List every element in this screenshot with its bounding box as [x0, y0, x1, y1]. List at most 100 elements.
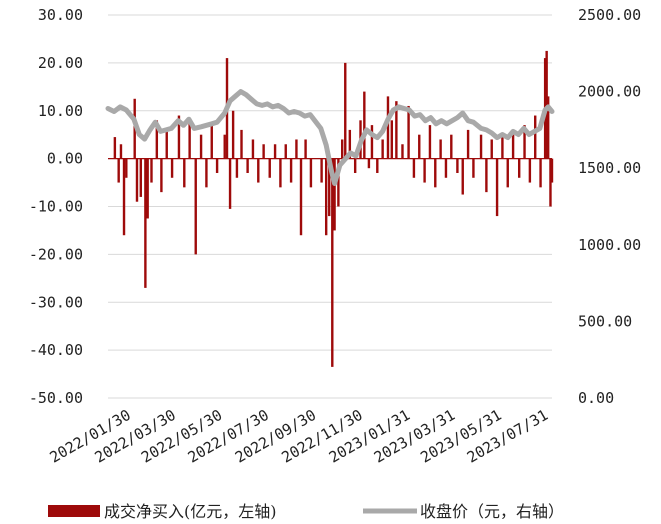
net-buy-bar — [284, 144, 287, 159]
net-buy-bar — [146, 158, 149, 219]
net-buy-bar — [165, 129, 168, 159]
net-buy-bar — [150, 158, 153, 183]
net-buy-bar — [390, 120, 393, 159]
legend-swatch-net-buy — [48, 505, 100, 517]
net-buy-bar — [534, 115, 537, 159]
net-buy-bar — [240, 129, 243, 159]
net-buy-bar — [328, 158, 331, 217]
net-buy-bar — [257, 158, 260, 183]
net-buy-bar — [320, 158, 323, 183]
net-buy-bar — [348, 129, 352, 159]
right-tick-label: 2000.00 — [578, 83, 641, 101]
net-buy-bar — [381, 139, 384, 159]
left-tick-label: 30.00 — [38, 6, 83, 24]
net-buy-bar — [299, 158, 303, 236]
net-buy-bar — [412, 158, 416, 178]
net-buy-bar — [386, 96, 390, 159]
net-buy-bar — [479, 134, 483, 159]
left-tick-label: 10.00 — [38, 102, 83, 120]
net-buy-bar — [428, 125, 432, 159]
net-buy-bar — [324, 158, 328, 236]
right-tick-label: 0.00 — [578, 389, 614, 407]
net-buy-bar — [122, 158, 126, 236]
close-price-line — [105, 89, 555, 186]
net-buy-bar — [304, 139, 307, 159]
net-buy-bar — [228, 158, 232, 209]
net-buy-bar — [418, 134, 421, 159]
net-buy-bar — [353, 158, 357, 173]
net-buy-bar — [210, 125, 213, 159]
net-buy-bar — [139, 158, 143, 197]
legend: 成交净买入(亿元，左轴) 收盘价（元，右轴） — [48, 502, 564, 521]
net-buy-bar — [367, 158, 371, 169]
net-buy-bar — [444, 158, 448, 178]
net-buy-bar — [309, 158, 313, 188]
net-buy-bar — [461, 158, 464, 195]
net-buy-bar — [517, 158, 521, 178]
net-buy-bar — [439, 139, 442, 159]
net-buy-bar — [268, 158, 271, 178]
right-axis-ticks: 2500.00 2000.00 1500.00 1000.00 500.00 0.00 — [578, 6, 641, 407]
net-buy-bar — [144, 158, 147, 288]
net-buy-bar — [231, 110, 235, 159]
net-buy-bar — [395, 101, 398, 159]
net-buy-bar — [523, 125, 526, 159]
left-tick-label: -50.00 — [29, 389, 83, 407]
right-tick-label: 2500.00 — [578, 6, 641, 24]
right-tick-label: 1000.00 — [578, 236, 641, 254]
net-buy-bar — [401, 144, 404, 159]
left-axis-ticks: 30.00 20.00 10.00 0.00 -10.00 -20.00 -30.00 -40… — [29, 6, 83, 407]
net-buy-bar — [344, 62, 347, 159]
net-buy-bar — [246, 158, 249, 173]
net-buy-bar — [545, 50, 548, 159]
net-buy-bar — [188, 120, 191, 159]
net-buy-bar — [506, 158, 509, 188]
right-tick-label: 500.00 — [578, 312, 632, 330]
net-buy-bar — [279, 158, 282, 188]
net-buy-bar — [135, 158, 139, 202]
net-buy-bar — [199, 134, 203, 159]
net-buy-bar — [289, 158, 293, 183]
close-price-series-line — [105, 89, 555, 186]
net-buy-bar — [456, 158, 459, 173]
net-buy-bar — [337, 158, 340, 207]
left-tick-label: 0.00 — [47, 150, 83, 168]
net-buy-bar — [215, 158, 219, 173]
legend-label-close-price: 收盘价（元，右轴） — [420, 502, 564, 521]
net-buy-bar — [539, 158, 542, 188]
net-buy-bar — [511, 134, 515, 159]
net-buy-bar — [341, 139, 344, 159]
net-buy-bar — [370, 125, 374, 159]
right-tick-label: 1500.00 — [578, 159, 641, 177]
net-buy-bar — [490, 139, 493, 159]
net-buy-bar — [160, 158, 163, 193]
net-buy-bar — [472, 158, 475, 178]
net-buy-bar — [113, 137, 117, 159]
net-buy-bar — [528, 158, 532, 183]
left-tick-label: -30.00 — [29, 293, 83, 311]
net-buy-bar — [333, 158, 336, 231]
net-buy-bar — [331, 158, 334, 367]
net-buy-bar — [423, 158, 426, 183]
net-buy-bar — [407, 105, 410, 159]
net-buy-bar — [466, 129, 470, 159]
left-tick-label: -20.00 — [29, 245, 83, 263]
net-buy-bar — [434, 158, 437, 188]
net-buy-bar — [550, 158, 554, 183]
net-buy-bar — [273, 144, 277, 159]
net-buy-bar — [117, 158, 120, 183]
net-buy-bar — [155, 120, 159, 159]
net-buy-bar — [262, 144, 265, 159]
net-buy-bars — [113, 50, 554, 367]
net-buy-bar — [376, 158, 379, 173]
net-buy-bar — [119, 144, 123, 159]
net-buy-bar — [549, 158, 552, 207]
net-buy-bar — [450, 134, 453, 159]
net-buy-bar — [363, 91, 366, 159]
net-buy-bar — [205, 158, 208, 188]
net-buy-bar — [546, 96, 550, 159]
net-buy-bar — [501, 134, 504, 159]
net-buy-bar — [251, 139, 255, 159]
net-buy-bar — [194, 158, 197, 255]
